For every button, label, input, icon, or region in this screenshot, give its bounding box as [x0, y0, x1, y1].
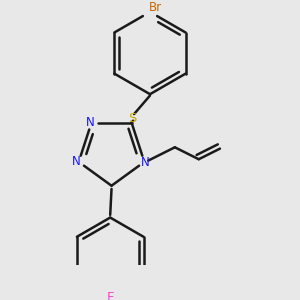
Text: N: N: [141, 156, 150, 169]
Text: S: S: [129, 112, 137, 124]
Text: N: N: [72, 155, 81, 168]
Text: F: F: [106, 291, 114, 300]
Text: N: N: [85, 116, 94, 128]
Text: Br: Br: [149, 2, 162, 14]
